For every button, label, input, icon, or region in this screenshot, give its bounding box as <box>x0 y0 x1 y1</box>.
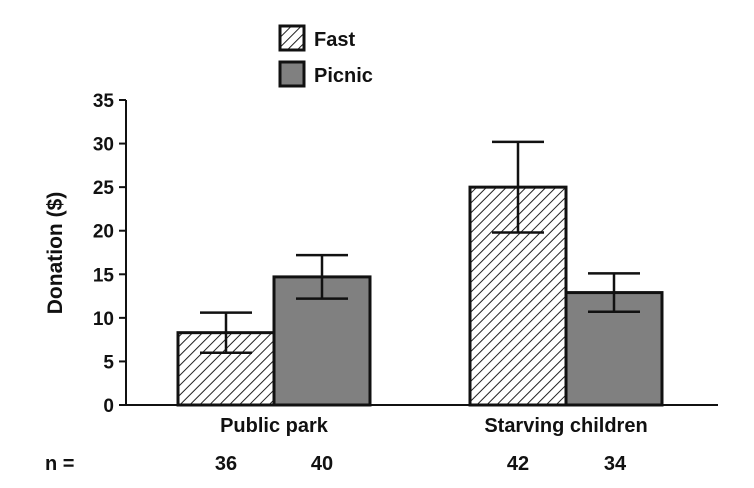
error-bar-fast-0 <box>200 311 252 354</box>
error-bar-picnic-1 <box>588 272 640 314</box>
y-tick-label: 10 <box>93 309 114 330</box>
y-tick-label: 0 <box>103 396 114 417</box>
y-tick-label: 25 <box>93 178 115 199</box>
category-label-starving-children: Starving children <box>484 415 647 437</box>
error-bar-fast-1 <box>492 140 544 234</box>
y-tick-label: 30 <box>93 135 114 156</box>
legend-label-fast: Fast <box>314 29 355 51</box>
y-ticks: 0 5 10 15 20 25 30 35 <box>93 91 126 417</box>
n-public-park-picnic: 40 <box>311 453 333 475</box>
legend-swatch-fast <box>278 24 306 52</box>
y-tick-label: 5 <box>103 352 114 373</box>
legend-label-picnic: Picnic <box>314 65 373 87</box>
y-tick-label: 15 <box>93 265 115 286</box>
legend-swatch-picnic <box>278 60 306 88</box>
n-starving-children-picnic: 34 <box>604 453 627 475</box>
bar-fast-1 <box>468 185 568 407</box>
y-tick-label: 20 <box>93 222 114 243</box>
bars <box>176 140 664 407</box>
bar-picnic-0 <box>272 275 372 407</box>
n-public-park-fast: 36 <box>215 453 237 475</box>
error-bar-picnic-0 <box>296 253 348 300</box>
category-label-public-park: Public park <box>220 415 329 437</box>
legend: Fast Picnic <box>278 24 373 88</box>
y-axis-label: Donation ($) <box>44 192 67 314</box>
n-row-label: n = <box>45 453 74 475</box>
y-tick-label: 35 <box>93 91 115 112</box>
n-starving-children-fast: 42 <box>507 453 529 475</box>
